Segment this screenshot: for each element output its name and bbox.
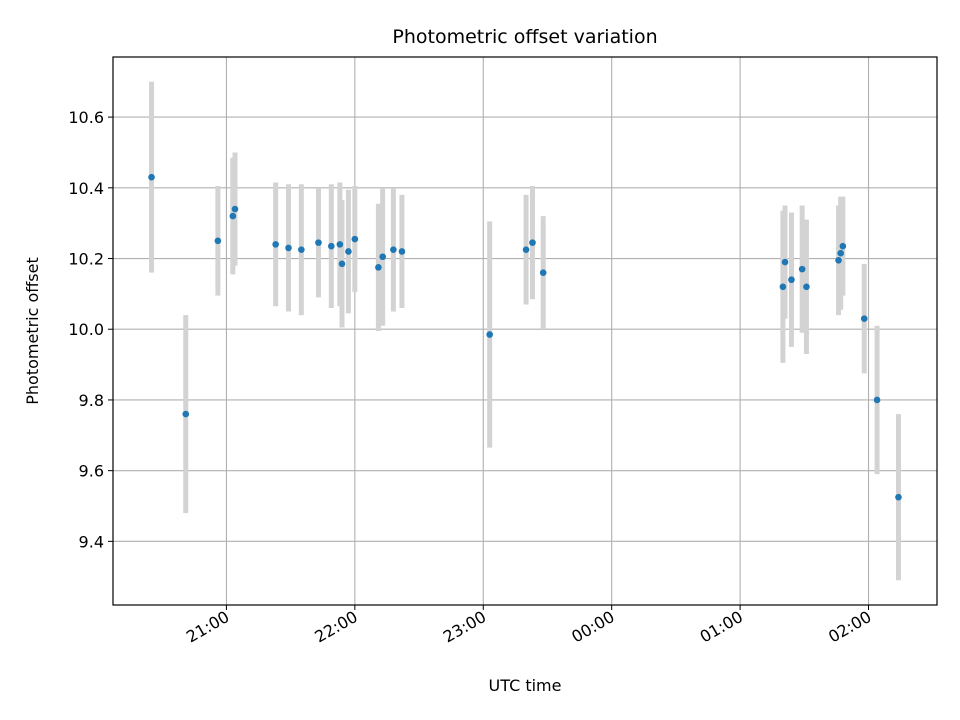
- data-point: [315, 239, 322, 246]
- y-axis-label: Photometric offset: [23, 257, 42, 405]
- data-point: [398, 248, 406, 255]
- y-tick-label: 10.4: [68, 179, 104, 198]
- data-point: [182, 410, 190, 418]
- data-point: [345, 248, 352, 255]
- data-point: [148, 173, 155, 181]
- data-point: [272, 241, 279, 248]
- data-point: [379, 253, 386, 261]
- data-point: [835, 256, 842, 264]
- y-tick-label: 10.0: [68, 320, 104, 339]
- data-point: [298, 246, 305, 253]
- data-point: [788, 276, 795, 284]
- data-point: [522, 246, 530, 253]
- data-point: [798, 265, 806, 273]
- data-point: [873, 396, 881, 404]
- error-bars: [149, 81, 901, 581]
- x-tick-label: 21:00: [183, 607, 232, 647]
- data-point: [781, 258, 789, 266]
- data-point: [803, 283, 810, 291]
- data-point: [336, 241, 344, 248]
- data-point: [231, 205, 239, 213]
- y-tick-label: 9.8: [79, 391, 104, 410]
- data-point: [539, 269, 547, 276]
- data-point: [375, 264, 382, 271]
- x-tick-label: 23:00: [440, 607, 489, 647]
- x-tick-label: 00:00: [568, 607, 617, 647]
- data-point: [895, 493, 902, 501]
- data-point: [328, 242, 335, 250]
- chart-title: Photometric offset variation: [392, 26, 657, 48]
- data-point: [837, 249, 844, 257]
- data-point: [390, 246, 397, 253]
- x-tick-label: 01:00: [697, 607, 746, 647]
- data-point: [529, 239, 536, 246]
- data-point: [338, 260, 346, 268]
- x-tick-label: 22:00: [311, 607, 360, 647]
- data-point: [860, 315, 868, 322]
- data-point: [779, 283, 787, 291]
- y-tick-label: 9.6: [79, 462, 104, 481]
- data-point: [351, 235, 359, 243]
- data-point: [285, 244, 292, 252]
- data-point: [839, 242, 847, 250]
- y-tick-label: 9.4: [79, 532, 104, 551]
- plot-frame: [112, 56, 938, 606]
- axis-ticks: 21:00 22:00 23:00 00:00 01:00 02:00 9.4 9.6 9.8 1…: [68, 108, 874, 646]
- data-points: [148, 173, 902, 501]
- data-point: [486, 331, 493, 338]
- y-tick-label: 10.2: [68, 250, 104, 269]
- x-tick-label: 02:00: [825, 607, 874, 647]
- grid: [113, 57, 937, 605]
- data-point: [229, 212, 237, 220]
- y-tick-label: 10.6: [68, 108, 104, 127]
- data-point: [214, 237, 222, 245]
- x-axis-label: UTC time: [489, 676, 562, 695]
